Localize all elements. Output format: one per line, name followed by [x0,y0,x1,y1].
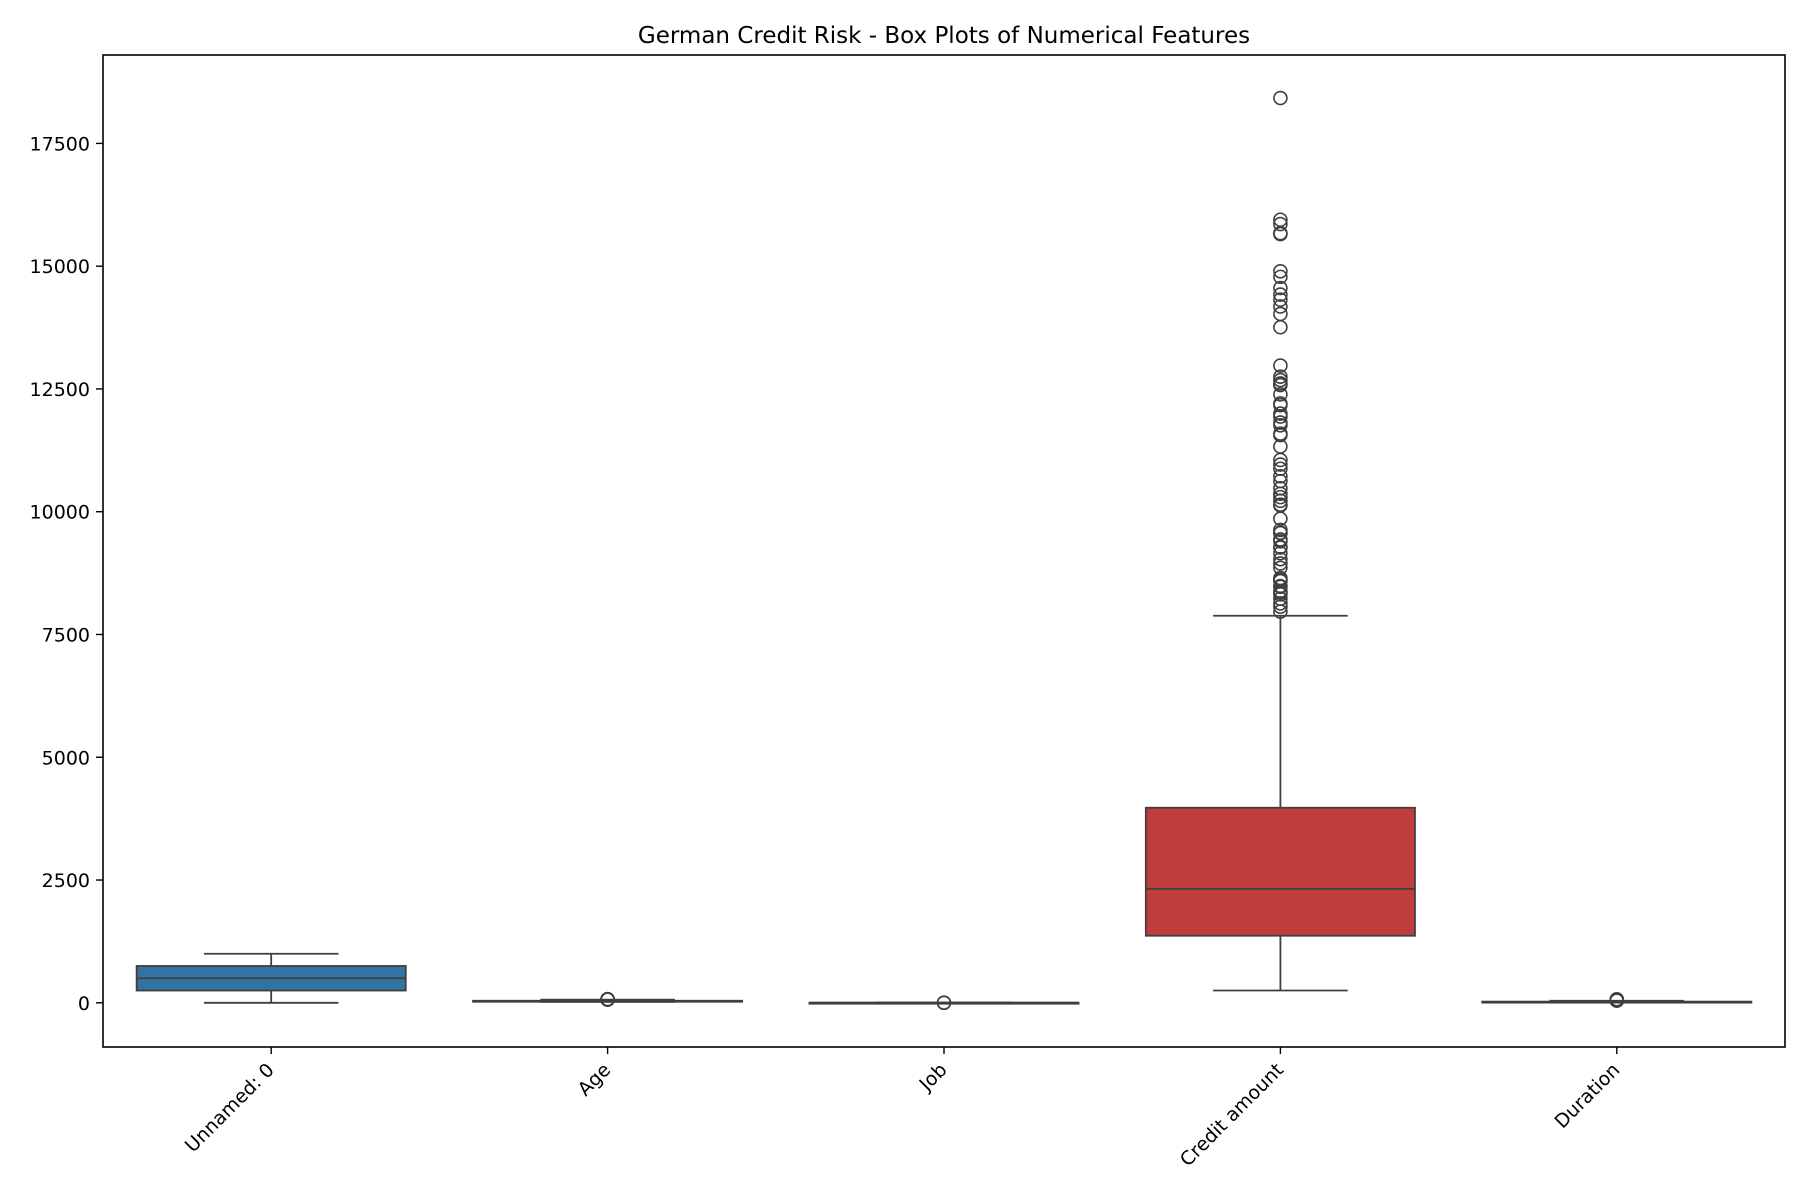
outlier-point [1273,497,1288,512]
outlier-point [1273,539,1288,555]
outlier-point [1273,216,1288,232]
y-tick-label: 5000 [42,747,90,769]
outlier-point [1273,263,1288,279]
y-tick-label: 0 [78,993,90,1015]
box-group [472,991,744,1007]
outlier-point [1273,269,1288,285]
outlier-point [1273,556,1288,571]
outlier-point [1273,406,1288,421]
x-tick-label: Age [574,1059,616,1101]
outlier-point [1273,90,1288,106]
box-iqr [1144,806,1416,937]
plot-area [135,90,1753,1011]
x-tick-label: Credit amount [1176,1059,1288,1171]
chart-title: German Credit Risk - Box Plots of Numeri… [638,23,1250,49]
box-group [1481,991,1753,1008]
outlier-point [1273,376,1288,391]
outlier-point [1273,415,1288,430]
outlier-point [1273,292,1288,307]
box-group [808,995,1080,1011]
outlier-point [1273,578,1288,594]
x-tick-label: Unnamed: 0 [181,1059,279,1157]
y-tick-label: 12500 [30,379,90,401]
outlier-point [1273,372,1288,388]
outlier-point [1273,560,1288,576]
outlier-point [1273,287,1288,302]
y-tick-label: 7500 [42,624,90,646]
outlier-point [1273,480,1288,496]
outlier-point [1273,461,1288,477]
outlier-point [1273,396,1288,411]
outlier-point [1609,991,1625,1007]
outlier-point [1273,426,1288,441]
x-tick-label: Job [915,1059,952,1096]
outlier-point [1273,280,1288,296]
y-tick-label: 10000 [30,502,90,524]
outlier-point [1273,532,1288,547]
outlier-point [1273,457,1288,472]
outlier-point [1273,522,1288,538]
box-group [135,952,407,1004]
outlier-point [1273,306,1288,322]
outlier-point [1273,489,1288,505]
plot-frame [102,54,1786,1048]
box-group [1144,90,1416,992]
outlier-point [1273,570,1288,586]
y-tick-label: 2500 [42,870,90,892]
outlier-point [1273,369,1288,385]
y-tick-label: 15000 [30,256,90,278]
y-tick-label: 17500 [30,133,90,155]
outlier-point [1273,468,1288,484]
x-tick-label: Duration [1550,1059,1624,1133]
outlier-point [1273,358,1288,373]
outlier-point [1273,212,1288,228]
outlier-point [1273,299,1288,314]
outlier-point [1273,319,1288,335]
outlier-point [936,995,952,1010]
outlier-point [1273,387,1288,402]
outlier-point [600,991,615,1007]
